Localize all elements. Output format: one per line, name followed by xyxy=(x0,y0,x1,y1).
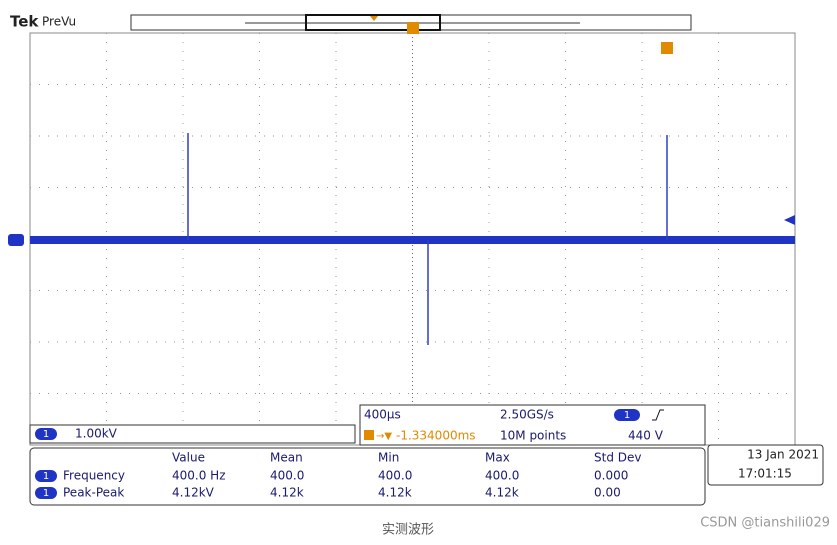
channel-badge xyxy=(35,428,57,440)
record-window xyxy=(305,14,441,31)
channel-marker xyxy=(8,234,24,246)
cell: 400.0 Hz xyxy=(172,469,226,483)
trigger-marker xyxy=(661,42,673,54)
measurements: Value Mean Min Max Std Dev 1 Frequency 400.0 Hz… xyxy=(35,451,641,500)
sample-rate: 2.50GS/s xyxy=(500,408,554,422)
cell: 0.00 xyxy=(594,486,621,500)
mode: PreVu xyxy=(42,15,76,29)
cell: 4.12k xyxy=(485,486,519,500)
channel-badge xyxy=(35,470,57,482)
row-name: Peak-Peak xyxy=(63,486,124,500)
date: 13 Jan 2021 xyxy=(747,448,819,462)
column-header: Mean xyxy=(270,451,303,465)
record-length: 10M points xyxy=(500,429,566,443)
trigger-level-marker xyxy=(784,215,795,225)
timebase: 400µs xyxy=(364,408,401,422)
brand: Tek xyxy=(10,13,39,31)
trigger-position: -1.334000ms xyxy=(396,429,476,443)
watermark: CSDN @tianshili029 xyxy=(700,516,830,531)
channel-number: 1 xyxy=(43,429,49,440)
cell: 4.12k xyxy=(378,486,412,500)
time: 17:01:15 xyxy=(738,467,792,481)
channel-box xyxy=(29,424,356,444)
column-header: Min xyxy=(378,451,399,465)
edge-icon xyxy=(652,409,664,421)
cell: 4.12k xyxy=(270,486,304,500)
channel-badge xyxy=(35,487,57,499)
acquisition-box xyxy=(359,404,706,446)
column-header: Value xyxy=(172,451,205,465)
cell: 400.0 xyxy=(378,469,412,483)
arrow-icon: →▼ xyxy=(376,431,392,442)
channel-scale: 1.00kV xyxy=(75,427,118,441)
measurement-box xyxy=(29,447,706,506)
column-header: Std Dev xyxy=(594,451,641,465)
trigger-channel-badge xyxy=(614,409,640,421)
cell: 400.0 xyxy=(270,469,304,483)
trigger-pointer xyxy=(370,16,378,21)
trigger-level: 440 V xyxy=(628,429,664,443)
cell: 4.12kV xyxy=(172,486,215,500)
row-channel: 1 xyxy=(43,471,49,482)
cell: 0.000 xyxy=(594,469,628,483)
trigger-icon xyxy=(364,430,374,440)
cell: 400.0 xyxy=(485,469,519,483)
trace xyxy=(30,236,795,244)
datetime-box xyxy=(707,444,824,486)
trigger-channel: 1 xyxy=(624,410,630,421)
caption: 实测波形 xyxy=(382,523,434,538)
column-header: Max xyxy=(485,451,510,465)
grid xyxy=(30,33,795,445)
row-name: Frequency xyxy=(63,469,125,483)
trigger-marker xyxy=(407,22,419,34)
row-channel: 1 xyxy=(43,488,49,499)
